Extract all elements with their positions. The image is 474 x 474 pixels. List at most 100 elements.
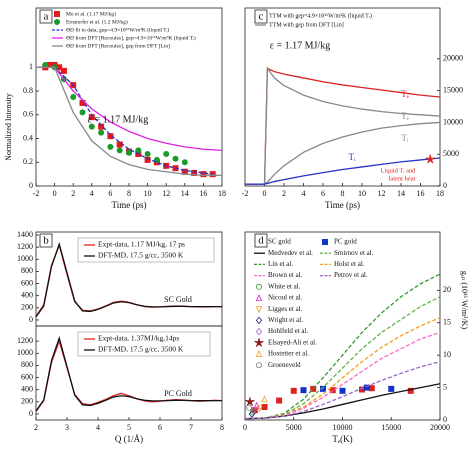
- data-point: [163, 150, 170, 157]
- y-tick-label: 0: [443, 181, 447, 190]
- x-axis-label: Time (ps): [325, 200, 360, 210]
- y-tick-label: 1: [29, 62, 33, 71]
- legend-swatch: [255, 316, 263, 325]
- panel-label: c: [259, 11, 264, 23]
- x-tick-label: 2: [71, 189, 75, 198]
- data-point: [60, 67, 67, 74]
- y-tick-label: 15: [443, 318, 451, 327]
- legend-label: PC gold: [334, 238, 357, 246]
- x-tick-label: 0: [243, 423, 247, 432]
- y-tick-label: 0: [29, 315, 33, 324]
- x-tick-label: 10: [144, 189, 152, 198]
- data-point: [209, 171, 216, 178]
- x-tick-label: 8: [341, 189, 345, 198]
- legend-label: Mo et al. (1.17 MJ/kg): [66, 10, 116, 17]
- data-point: [363, 384, 370, 391]
- panel-label-box: [39, 233, 53, 248]
- data-point: [88, 123, 95, 130]
- annotation: Tₑ: [401, 111, 409, 121]
- y-tick-label: 800: [21, 360, 33, 369]
- y-tick-label: 1200: [17, 242, 33, 251]
- x-tick-label: 16: [199, 189, 207, 198]
- panel-label-box: [254, 9, 268, 24]
- annotation: PC Gold: [164, 389, 192, 398]
- x-tick-label: 6: [321, 189, 325, 198]
- x-tick-label: 18: [436, 189, 444, 198]
- y-tick-label: 200: [21, 397, 33, 406]
- data-point: [368, 385, 375, 392]
- y-tick-label: 0: [29, 409, 33, 418]
- x-tick-label: 2: [34, 423, 38, 432]
- legend-label: Wright et al.: [268, 316, 303, 324]
- x-tick-label: 14: [181, 189, 189, 198]
- legend-label: ΘD fit to data, gep=4.9×10¹⁶W/m³K (liqui…: [66, 26, 169, 33]
- panel-label-box: [254, 233, 268, 248]
- data-point: [276, 397, 283, 404]
- y-tick-label: 400: [21, 385, 33, 394]
- data-line: [36, 66, 222, 176]
- panel-label-box: [39, 9, 53, 24]
- x-tick-label: 12: [162, 189, 170, 198]
- data-point: [181, 159, 188, 166]
- legend-label: Groeneveld: [268, 361, 301, 369]
- y-tick-label: 1400: [17, 230, 33, 239]
- data-point: [300, 387, 307, 394]
- y-tick-label: 400: [21, 291, 33, 300]
- panel-label: b: [43, 235, 49, 247]
- data-point: [79, 109, 86, 116]
- x-tick-label: 5: [127, 423, 131, 432]
- data-point: [407, 387, 414, 394]
- legend-label: ΘD from DFT [Recoules], gep from DFT [Li…: [66, 42, 170, 49]
- data-point: [116, 141, 123, 148]
- y-tick-label: 200: [21, 303, 33, 312]
- legend-swatch: [254, 338, 264, 347]
- legend-swatch: [255, 306, 263, 314]
- data-point: [200, 171, 207, 178]
- y-tick-label: 10000: [443, 117, 463, 126]
- data-point: [310, 385, 317, 392]
- y-tick-label: 20: [443, 285, 451, 294]
- legend-label: Nicoul et al.: [268, 294, 303, 302]
- legend-label: Hostetter et al.: [268, 350, 309, 358]
- y-tick-label: 5: [443, 382, 447, 391]
- legend-label: Expt-data, 1.37MJ/kg,14ps: [98, 334, 179, 343]
- annotation: Liquid Tᵢ and: [381, 167, 417, 174]
- y-tick-label: 0.6: [23, 110, 33, 119]
- x-tick-label: -2: [242, 189, 249, 198]
- data-line: [35, 335, 222, 412]
- annotation: Tₑ: [401, 89, 409, 99]
- data-point: [172, 155, 179, 162]
- legend-swatch: [255, 362, 262, 369]
- y-tick-label: 0.4: [23, 133, 33, 142]
- x-tick-label: 5000: [286, 423, 302, 432]
- panel-label: a: [44, 11, 49, 23]
- legend-label: DFT-MD, 17.5 g/cc, 3500 K: [98, 345, 184, 354]
- annotation: latent heat: [389, 175, 416, 182]
- data-line: [245, 121, 441, 185]
- x-axis-label: Tₑ(K): [332, 434, 352, 444]
- x-tick-label: 4: [96, 423, 100, 432]
- x-tick-label: 18: [218, 189, 226, 198]
- x-tick-label: 10000: [333, 423, 353, 432]
- data-point: [290, 387, 297, 394]
- data-point: [329, 387, 336, 394]
- legend-label: Ligges et al.: [268, 305, 303, 313]
- data-point: [245, 397, 255, 406]
- y-tick-label: 20000: [443, 54, 463, 63]
- legend-swatch: [255, 349, 263, 358]
- x-tick-label: -2: [33, 189, 40, 198]
- legend-box: [77, 331, 211, 357]
- legend-swatch: [255, 283, 262, 290]
- legend-label: Hohlfeld et al.: [268, 327, 308, 335]
- y-tick-label: 10: [443, 350, 451, 359]
- data-line: [36, 66, 223, 152]
- legend-label: Holst et al.: [334, 260, 365, 268]
- data-line: [244, 361, 441, 420]
- y2-axis-label: gₑₚ (10¹⁶ W/m³/K): [460, 271, 469, 330]
- data-point: [339, 387, 346, 394]
- x-tick-label: 2: [282, 189, 286, 198]
- y-tick-label: 600: [21, 278, 33, 287]
- legend-label: SC gold: [268, 238, 291, 246]
- legend-label: Petrov et al.: [334, 271, 368, 279]
